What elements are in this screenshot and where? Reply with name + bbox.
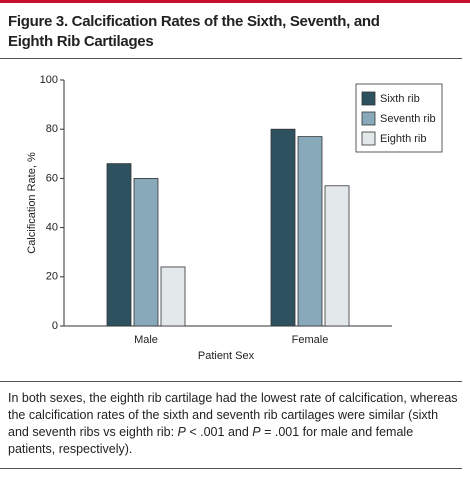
- caption-text: P: [252, 425, 261, 439]
- y-tick-label: 80: [46, 123, 58, 135]
- bar: [160, 266, 186, 327]
- caption-text: = .001 for male and female patients, res…: [8, 425, 414, 456]
- x-axis-label: Patient Sex: [198, 350, 255, 362]
- caption-text: < .001 and: [185, 425, 253, 439]
- chart-title: Figure 3. Calcification Rates of the Six…: [8, 13, 380, 50]
- legend-swatch: [361, 111, 376, 126]
- y-tick-label: 20: [46, 271, 58, 283]
- bar: [297, 136, 323, 327]
- x-tick-label: Male: [134, 334, 158, 346]
- legend-label: Seventh rib: [380, 113, 436, 125]
- top-bar: [0, 0, 470, 3]
- y-tick-label: 0: [52, 320, 58, 332]
- caption-text: P: [177, 425, 186, 439]
- y-tick-label: 60: [46, 172, 58, 184]
- rule: [0, 468, 462, 469]
- y-tick-label: 100: [40, 74, 58, 86]
- bar: [270, 128, 296, 327]
- legend-swatch: [361, 131, 376, 146]
- rule: [0, 381, 462, 382]
- y-axis-label: Calcification Rate, %: [26, 152, 38, 254]
- legend-label: Sixth rib: [380, 93, 420, 105]
- x-tick-label: Female: [292, 334, 329, 346]
- legend-swatch: [361, 91, 376, 106]
- bar: [324, 185, 350, 327]
- y-tick-label: 40: [46, 222, 58, 234]
- caption: In both sexes, the eighth rib cartilage …: [8, 390, 460, 458]
- caption-text: In both sexes, the eighth rib cartilage …: [8, 391, 458, 439]
- bar: [106, 163, 132, 327]
- bar: [133, 178, 159, 327]
- chart: 0 20 40 60 80 100 Calcification Rate, % Patient…: [26, 74, 443, 362]
- legend-label: Eighth rib: [380, 133, 426, 145]
- rule: [0, 58, 462, 59]
